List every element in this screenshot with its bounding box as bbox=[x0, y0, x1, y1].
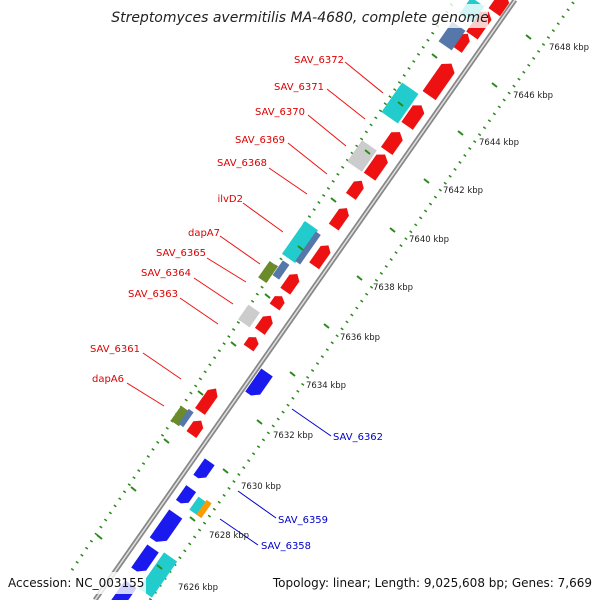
ruler-label: 7648 kbp bbox=[549, 43, 589, 53]
ruler-label: 7626 kbp bbox=[178, 583, 218, 593]
gene-feature[interactable] bbox=[258, 260, 278, 284]
gene-label[interactable]: SAV_6369 bbox=[235, 135, 285, 146]
ruler-label: 7632 kbp bbox=[273, 431, 313, 441]
topology-backdrop bbox=[266, 572, 596, 594]
gene-feature[interactable] bbox=[345, 177, 367, 200]
gene-label[interactable]: ilvD2 bbox=[217, 194, 243, 205]
gene-label[interactable]: SAV_6359 bbox=[278, 515, 328, 526]
gene-feature[interactable] bbox=[438, 21, 466, 51]
gene-feature[interactable] bbox=[254, 312, 276, 335]
gene-label[interactable]: SAV_6370 bbox=[255, 107, 305, 118]
gene-feature[interactable] bbox=[328, 205, 352, 231]
forward-gene-labels: SAV_6372 SAV_6371 SAV_6370 SAV_6369 SAV_… bbox=[90, 55, 344, 385]
ruler-label: 7646 kbp bbox=[513, 91, 553, 101]
gene-feature[interactable] bbox=[138, 552, 178, 598]
ruler-ticks bbox=[96, 34, 532, 570]
title-backdrop bbox=[112, 4, 488, 28]
gene-feature[interactable] bbox=[295, 231, 321, 265]
reverse-leader-lines bbox=[219, 408, 332, 546]
ruler-label: 7642 kbp bbox=[443, 186, 483, 196]
ruler-label: 7640 kbp bbox=[409, 235, 449, 245]
gene-label[interactable]: SAV_6368 bbox=[217, 158, 267, 169]
inner-guide-line bbox=[148, 0, 577, 600]
gene-label[interactable]: SAV_6358 bbox=[261, 541, 311, 552]
gene-feature[interactable] bbox=[195, 385, 221, 415]
ruler-labels: 7626 kbp 7628 kbp 7630 kbp 7632 kbp 7634… bbox=[178, 43, 589, 593]
gene-feature[interactable] bbox=[269, 293, 287, 311]
gene-feature[interactable] bbox=[309, 242, 333, 270]
accession-backdrop bbox=[4, 572, 146, 594]
gene-feature[interactable] bbox=[488, 0, 513, 17]
gene-label[interactable]: SAV_6371 bbox=[274, 82, 324, 93]
genome-title: Streptomyces avermitilis MA-4680, comple… bbox=[111, 10, 489, 26]
reverse-gene-labels: SAV_6362 SAV_6359 SAV_6358 bbox=[261, 432, 383, 552]
ruler-label: 7634 kbp bbox=[306, 381, 346, 391]
gene-feature[interactable] bbox=[451, 30, 473, 53]
gene-feature[interactable] bbox=[175, 485, 197, 507]
gene-label[interactable]: SAV_6372 bbox=[294, 55, 344, 66]
gene-feature[interactable] bbox=[193, 458, 215, 481]
gene-feature[interactable] bbox=[131, 544, 159, 576]
gene-feature[interactable] bbox=[347, 140, 377, 172]
gene-feature[interactable] bbox=[280, 271, 302, 295]
gene-feature[interactable] bbox=[189, 496, 207, 516]
gene-label[interactable]: dapA6 bbox=[92, 374, 124, 385]
gene-feature[interactable] bbox=[245, 368, 273, 400]
gene-feature[interactable] bbox=[170, 405, 190, 427]
ruler-label: 7630 kbp bbox=[241, 482, 281, 492]
gene-feature[interactable] bbox=[186, 417, 206, 438]
gene-label[interactable]: SAV_6365 bbox=[156, 248, 206, 259]
gene-feature[interactable] bbox=[422, 59, 458, 101]
ruler-label: 7644 kbp bbox=[479, 138, 519, 148]
gene-feature[interactable] bbox=[238, 304, 260, 328]
accession-text: Accession: NC_003155 bbox=[8, 576, 144, 590]
gene-feature[interactable] bbox=[380, 128, 406, 156]
gene-label[interactable]: SAV_6364 bbox=[141, 268, 191, 279]
gene-feature[interactable] bbox=[281, 221, 319, 263]
gene-label[interactable]: SAV_6362 bbox=[333, 432, 383, 443]
gene-label[interactable]: SAV_6363 bbox=[128, 289, 178, 300]
ruler-label: 7638 kbp bbox=[373, 283, 413, 293]
gene-feature[interactable] bbox=[401, 101, 427, 130]
ruler-label: 7636 kbp bbox=[340, 333, 380, 343]
gene-feature[interactable] bbox=[243, 334, 261, 352]
gene-feature[interactable] bbox=[272, 260, 290, 280]
gene-label[interactable]: SAV_6361 bbox=[90, 344, 140, 355]
gene-feature[interactable] bbox=[149, 509, 183, 546]
ruler-label: 7628 kbp bbox=[209, 531, 249, 541]
backbone-strand-inner bbox=[94, 0, 516, 600]
gene-feature[interactable] bbox=[196, 499, 212, 519]
gene-feature[interactable] bbox=[363, 151, 391, 181]
topology-text: Topology: linear; Length: 9,025,608 bp; … bbox=[272, 576, 592, 590]
gene-label[interactable]: dapA7 bbox=[188, 228, 220, 239]
gene-feature[interactable] bbox=[178, 408, 194, 428]
forward-leader-lines bbox=[126, 61, 384, 407]
